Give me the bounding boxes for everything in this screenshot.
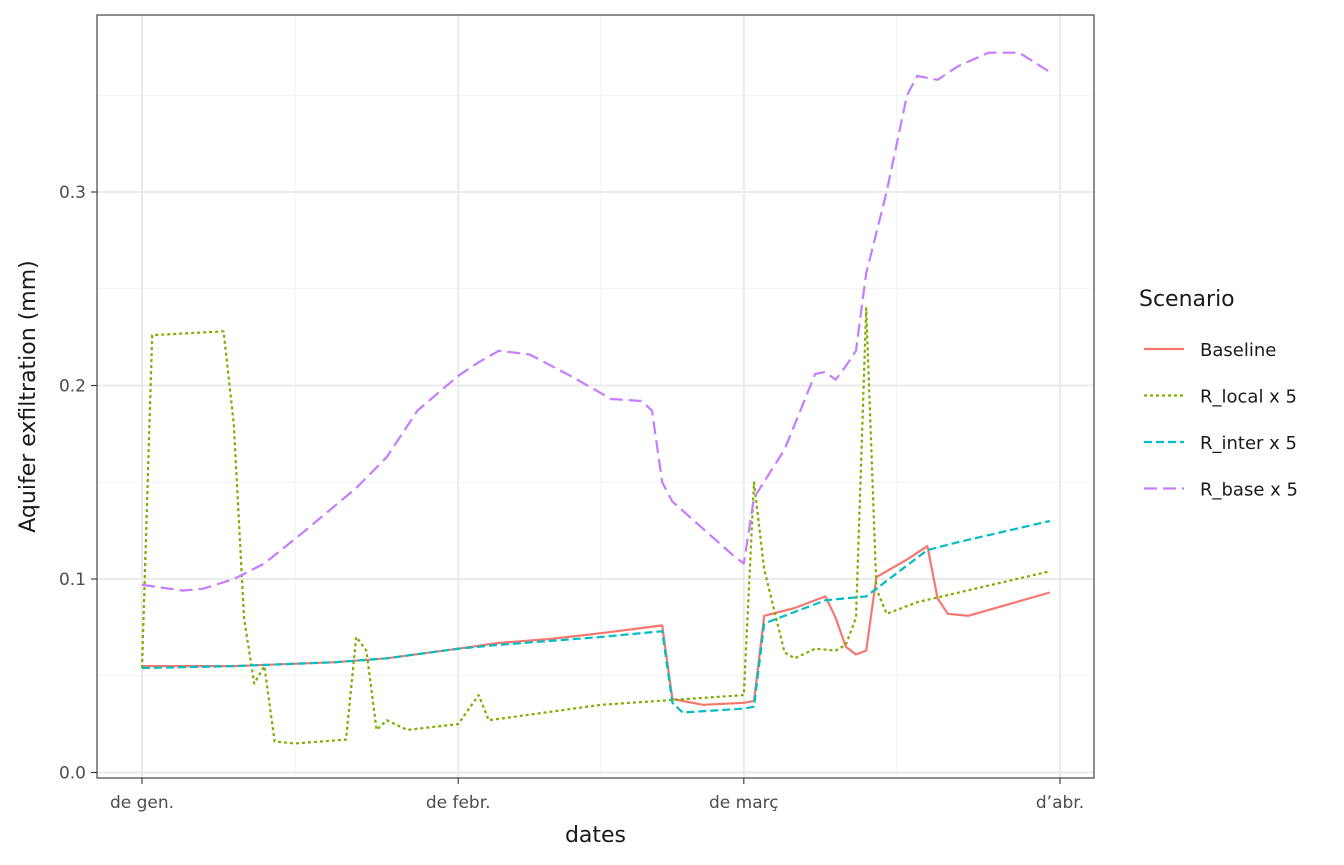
y-tick-label: 0.0 (59, 764, 86, 784)
x-tick-label: d’abr. (1036, 793, 1084, 813)
y-axis: 0.0 0.1 0.2 0.3 (59, 183, 97, 784)
legend: Scenario Baseline R_local x 5 R_inter x 5 R… (1139, 287, 1298, 501)
y-tick-label: 0.1 (59, 570, 86, 590)
series-line-r-base-x-5 (141, 51, 1051, 592)
plot-panel-border (96, 14, 1095, 779)
x-tick-label: de març (709, 793, 779, 813)
series-lines (140, 51, 1051, 745)
legend-label-baseline: Baseline (1200, 340, 1276, 361)
grid-major (97, 15, 1094, 778)
y-tick-label: 0.2 (59, 377, 86, 397)
x-tick-label: de gen. (110, 793, 174, 813)
legend-label-r-inter-x-5: R_inter x 5 (1200, 433, 1297, 454)
series-line-r-local-x-5 (140, 307, 1051, 745)
series-line-r-inter-x-5 (141, 519, 1051, 714)
legend-title: Scenario (1139, 287, 1235, 312)
legend-items: Baseline R_local x 5 R_inter x 5 R_base x 5 (1144, 340, 1298, 501)
x-axis-title: dates (565, 823, 626, 848)
y-axis-title: Aquifer exfiltration (mm) (16, 260, 41, 532)
x-axis: de gen. de febr. de març d’abr. (110, 778, 1084, 813)
legend-label-r-base-x-5: R_base x 5 (1200, 480, 1298, 501)
y-tick-label: 0.3 (59, 183, 86, 203)
plot-panel (96, 14, 1095, 779)
x-tick-label: de febr. (426, 793, 491, 813)
legend-label-r-local-x-5: R_local x 5 (1200, 387, 1297, 408)
plot-panel-background (97, 15, 1094, 778)
